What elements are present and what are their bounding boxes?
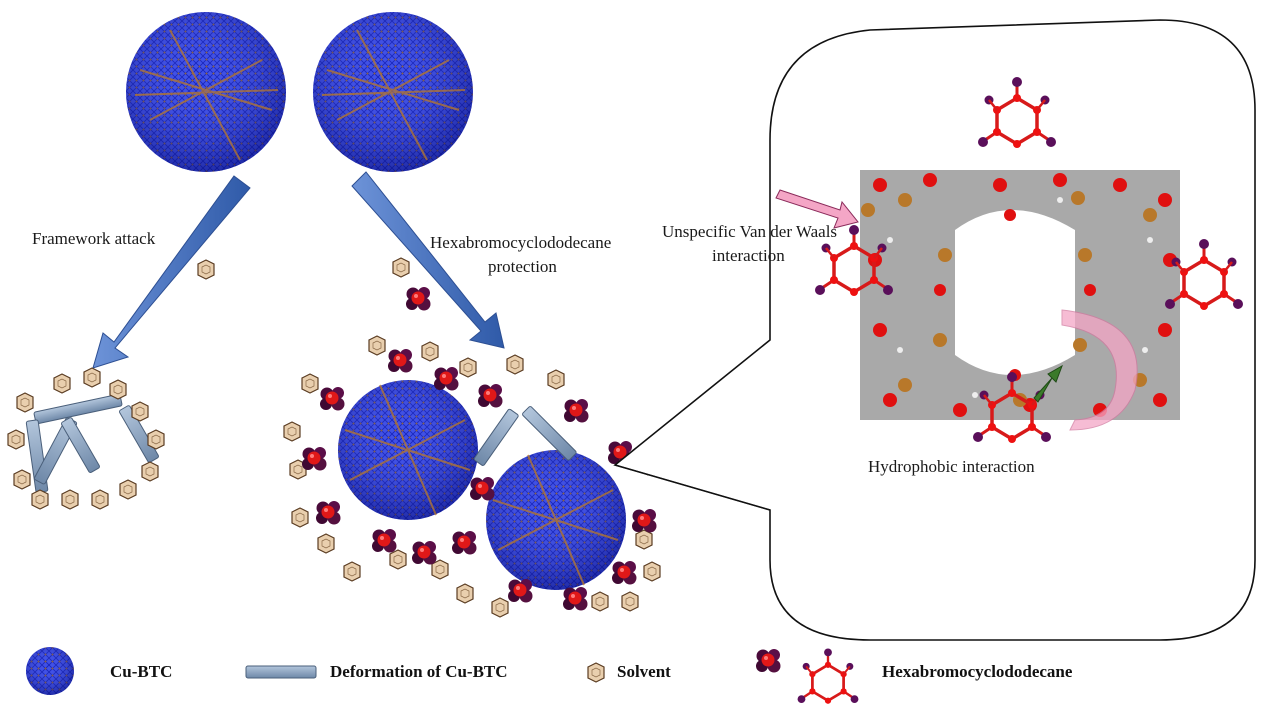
legend-cu-btc-icon: [26, 647, 74, 695]
solvent-icon: [392, 257, 410, 278]
label-framework-attack: Framework attack: [32, 229, 156, 248]
label-hydrophobic: Hydrophobic interaction: [868, 457, 1035, 476]
legend-solvent-label: Solvent: [617, 662, 671, 681]
pink-curved-arrow: [1061, 309, 1138, 431]
arrow-hbcd-protection: [351, 171, 505, 349]
label-hbcd-protection-1: Hexabromocyclododecane: [430, 233, 611, 252]
mof-crystal-top-left: [126, 12, 286, 172]
label-van-der-waals-1: Unspecific Van der Waals: [662, 222, 837, 241]
solvent-icon: [197, 259, 215, 280]
legend-deformation-label: Deformation of Cu-BTC: [330, 662, 508, 681]
legend-cu-btc-label: Cu-BTC: [110, 662, 172, 681]
label-van-der-waals-2: interaction: [712, 246, 785, 265]
legend: Cu-BTC Deformation of Cu-BTC Solvent Hex…: [26, 647, 1073, 706]
legend-hbcd-label: Hexabromocyclododecane: [882, 662, 1073, 681]
legend-hbcd-blob-icon: [756, 649, 781, 673]
legend-hbcd-ring-icon: [796, 647, 860, 706]
pink-arrow-van-der-waals: [775, 189, 859, 229]
legend-solvent-icon: [587, 662, 605, 683]
legend-deformation-icon: [245, 665, 317, 679]
protected-rods: [473, 406, 577, 466]
protected-mof-crystal-left: [338, 380, 478, 520]
arrow-framework-attack: [92, 175, 251, 369]
mof-crystal-top-right: [313, 12, 473, 172]
label-hbcd-protection-2: protection: [488, 257, 557, 276]
protected-mof-crystal-right: [486, 450, 626, 590]
callout-pointer-line: [614, 464, 771, 511]
hbcd-blob-icon: [406, 287, 431, 311]
green-arrow-hydrophobic: [1033, 364, 1063, 403]
